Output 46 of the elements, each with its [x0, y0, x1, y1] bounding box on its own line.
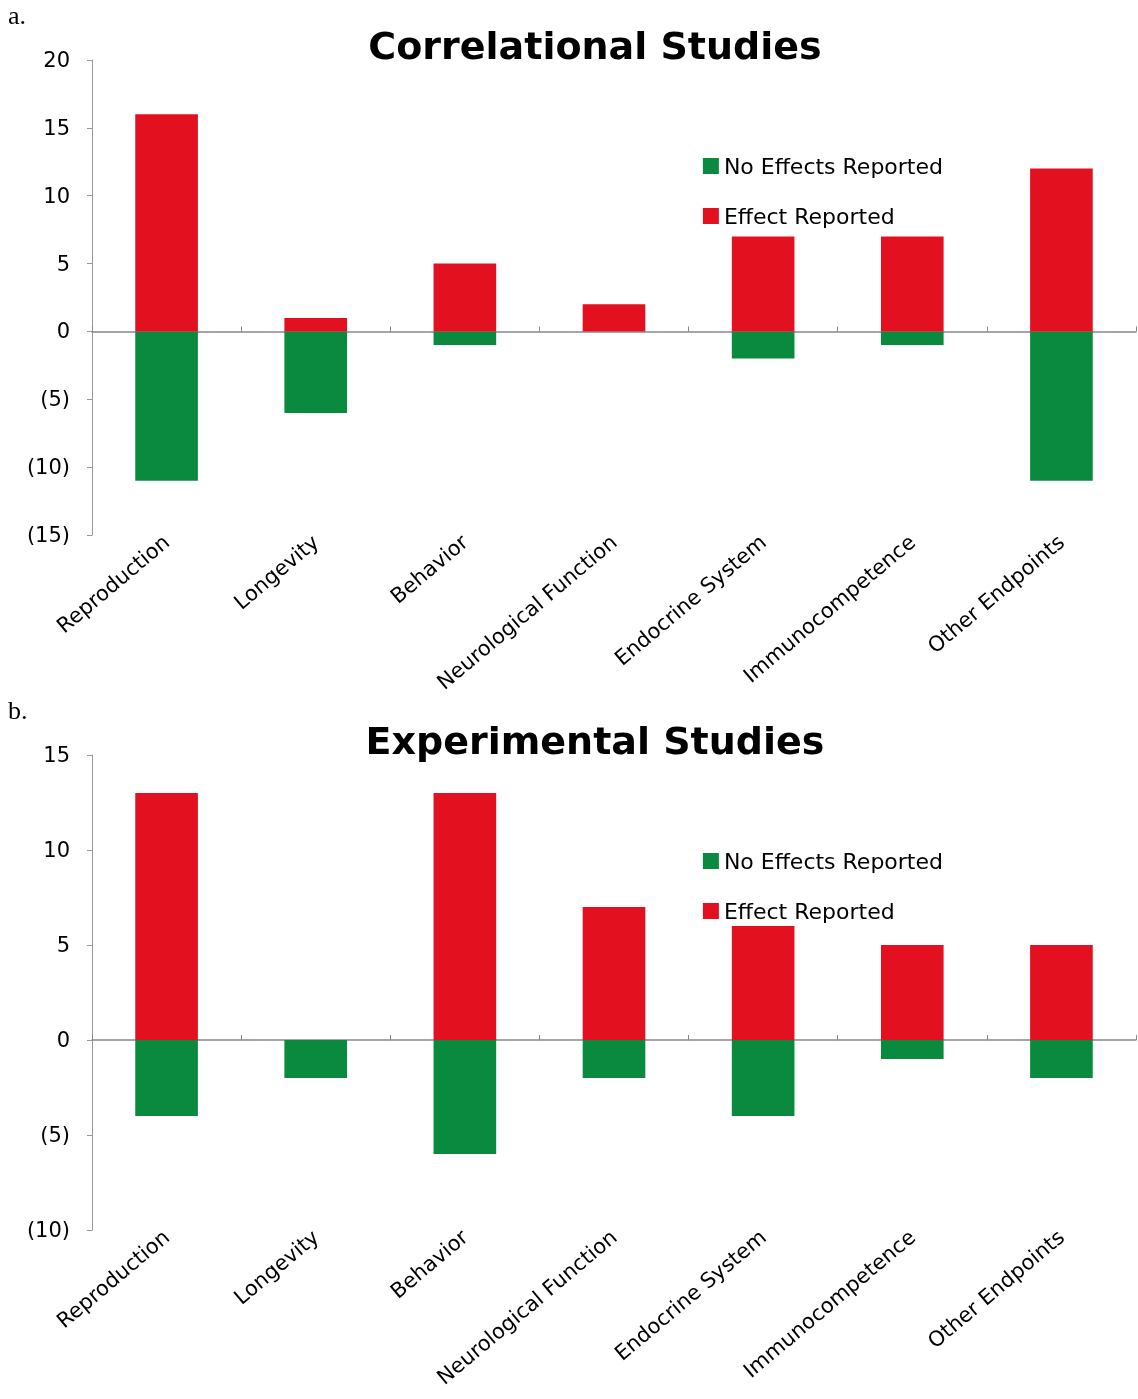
bar — [582, 907, 646, 1041]
bar — [433, 331, 497, 346]
y-tick-label: (5) — [40, 387, 70, 412]
y-tick-label: 0 — [56, 1028, 70, 1053]
bar — [135, 114, 198, 332]
legend-label: No Effects Reported — [723, 848, 943, 874]
bar — [284, 331, 348, 413]
bar — [1030, 331, 1093, 481]
bar — [880, 1040, 944, 1060]
bar — [1030, 945, 1093, 1041]
y-tick-label: 5 — [56, 251, 70, 276]
y-tick-label: 10 — [43, 838, 70, 863]
bar — [135, 331, 198, 481]
text: b. — [8, 695, 28, 725]
y-tick-label: (5) — [40, 1123, 70, 1148]
legend-label: Effect Reported — [723, 898, 895, 924]
chart-title: Experimental Studies — [365, 719, 825, 763]
bar — [731, 236, 795, 332]
bar — [731, 1040, 795, 1117]
bar — [731, 926, 795, 1041]
bar — [135, 793, 198, 1041]
bar — [880, 236, 944, 332]
y-tick-label: 10 — [43, 183, 70, 208]
bar — [284, 317, 348, 332]
bar — [880, 331, 944, 346]
bar — [1030, 168, 1093, 332]
y-tick-label: 15 — [43, 115, 70, 140]
text: a. — [8, 0, 27, 30]
bar — [880, 945, 944, 1041]
y-tick-label: 20 — [43, 48, 70, 72]
bar — [433, 263, 497, 332]
legend-label: No Effects Reported — [723, 153, 943, 179]
y-tick-label: (10) — [26, 455, 70, 480]
y-tick-label: 0 — [56, 319, 70, 344]
legend-label: Effect Reported — [723, 203, 895, 229]
bar — [433, 1040, 497, 1155]
bar — [433, 793, 497, 1041]
y-tick-label: 5 — [56, 933, 70, 958]
bar — [582, 304, 646, 332]
bar — [582, 1040, 646, 1079]
bar — [135, 1040, 198, 1117]
bar — [731, 331, 795, 359]
bar — [284, 1040, 348, 1079]
bar — [1030, 1040, 1093, 1079]
chart-title: Correlational Studies — [368, 24, 822, 68]
y-tick-label: 15 — [43, 743, 70, 767]
